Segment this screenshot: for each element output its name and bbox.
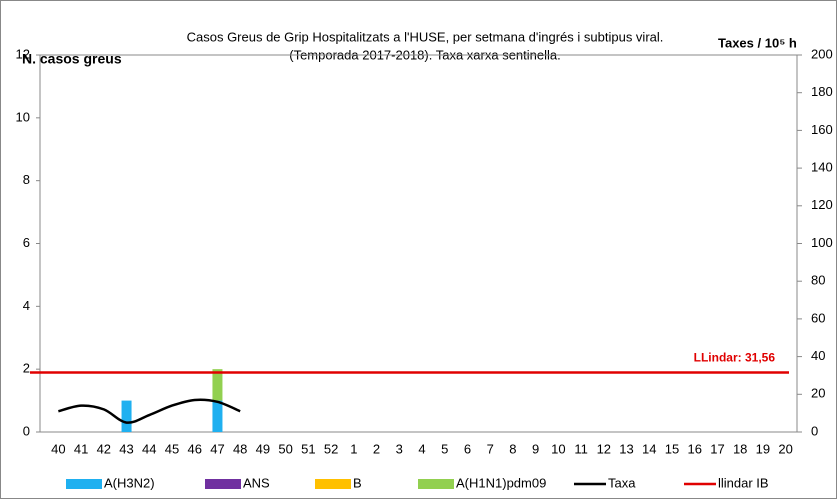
- y2-tick-label: 20: [811, 386, 825, 401]
- x-tick-label: 49: [256, 441, 270, 456]
- y2-tick-label: 100: [811, 235, 833, 250]
- legend-label: B: [353, 475, 362, 490]
- x-tick-label: 12: [597, 441, 611, 456]
- x-tick-label: 13: [619, 441, 633, 456]
- chart-title: Casos Greus de Grip Hospitalitzats a l'H…: [187, 29, 664, 44]
- y2-tick-label: 160: [811, 122, 833, 137]
- x-tick-label: 41: [74, 441, 88, 456]
- legend-label: A(H1N1)pdm09: [456, 475, 546, 490]
- legend-label: ANS: [243, 475, 270, 490]
- x-tick-label: 4: [418, 441, 425, 456]
- x-tick-label: 20: [778, 441, 792, 456]
- y2-tick-label: 80: [811, 273, 825, 288]
- bar: [121, 400, 132, 432]
- y2-tick-label: 200: [811, 46, 833, 61]
- x-tick-label: 47: [210, 441, 224, 456]
- legend-swatch: [66, 479, 102, 489]
- bar: [212, 400, 223, 432]
- line-series: [58, 398, 241, 424]
- x-tick-label: 19: [756, 441, 770, 456]
- x-tick-label: 52: [324, 441, 338, 456]
- x-tick-label: 8: [509, 441, 516, 456]
- y2-tick-label: 40: [811, 348, 825, 363]
- y2-tick-label: 140: [811, 160, 833, 175]
- x-tick-label: 17: [710, 441, 724, 456]
- x-tick-label: 44: [142, 441, 156, 456]
- x-tick-label: 51: [301, 441, 315, 456]
- x-tick-label: 45: [165, 441, 179, 456]
- legend-label: Taxa: [608, 475, 636, 490]
- y-tick-label: 6: [23, 235, 30, 250]
- legend-label: llindar IB: [718, 475, 769, 490]
- y-tick-label: 2: [23, 361, 30, 376]
- x-tick-label: 46: [187, 441, 201, 456]
- annotation: LLindar: 31,56: [694, 351, 776, 365]
- y-tick-label: 0: [23, 423, 30, 438]
- x-tick-label: 7: [487, 441, 494, 456]
- x-tick-label: 50: [278, 441, 292, 456]
- legend-swatch: [418, 479, 454, 489]
- x-tick-label: 2: [373, 441, 380, 456]
- x-tick-label: 18: [733, 441, 747, 456]
- y-axis-label: N. casos greus: [22, 51, 122, 67]
- bar: [212, 369, 223, 401]
- x-tick-label: 10: [551, 441, 565, 456]
- y-tick-label: 10: [16, 109, 30, 124]
- y2-axis-label: Taxes / 10⁵ h: [718, 35, 797, 50]
- x-tick-label: 6: [464, 441, 471, 456]
- x-tick-label: 5: [441, 441, 448, 456]
- legend-swatch: [205, 479, 241, 489]
- legend-label: A(H3N2): [104, 475, 155, 490]
- y-tick-label: 4: [23, 298, 30, 313]
- x-tick-label: 14: [642, 441, 656, 456]
- y2-tick-label: 60: [811, 310, 825, 325]
- x-tick-label: 15: [665, 441, 679, 456]
- legend-swatch: [315, 479, 351, 489]
- y2-tick-label: 120: [811, 197, 833, 212]
- x-tick-label: 1: [350, 441, 357, 456]
- y2-tick-label: 180: [811, 84, 833, 99]
- x-tick-label: 16: [687, 441, 701, 456]
- x-tick-label: 48: [233, 441, 247, 456]
- x-tick-label: 3: [396, 441, 403, 456]
- x-tick-label: 42: [97, 441, 111, 456]
- x-tick-label: 40: [51, 441, 65, 456]
- x-tick-label: 9: [532, 441, 539, 456]
- x-tick-label: 43: [119, 441, 133, 456]
- y-tick-label: 12: [16, 46, 30, 61]
- x-tick-label: 11: [574, 441, 588, 456]
- y-tick-label: 8: [23, 172, 30, 187]
- y2-tick-label: 0: [811, 423, 818, 438]
